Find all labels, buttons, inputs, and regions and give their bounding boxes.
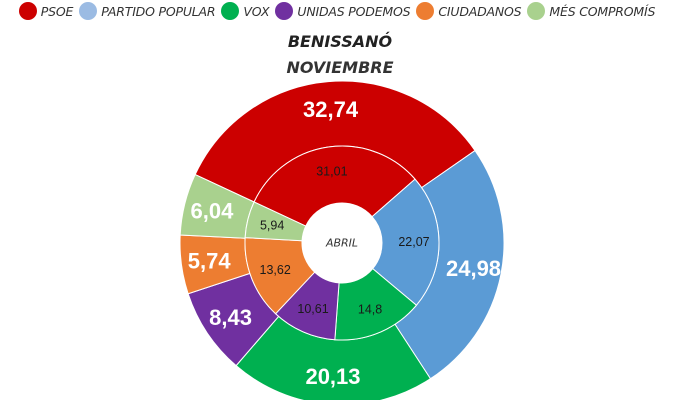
data-label: 31,01 — [316, 165, 347, 179]
data-label: 6,04 — [191, 198, 235, 223]
legend-label: PARTIDO POPULAR — [101, 3, 216, 19]
legend-swatch-icon — [416, 2, 435, 20]
legend-swatch-icon — [18, 2, 37, 20]
data-label: 5,74 — [188, 248, 232, 273]
chart-subtitle: NOVIEMBRE — [286, 58, 394, 77]
legend-item: VOX — [221, 2, 270, 20]
chart-title: BENISSANÓ — [287, 32, 393, 51]
data-label: 10,61 — [297, 302, 328, 316]
legend-label: PSOE — [40, 3, 74, 19]
data-label: 22,07 — [398, 235, 429, 249]
data-label: 13,62 — [260, 263, 291, 277]
legend-item: PARTIDO POPULAR — [79, 2, 216, 20]
data-label: 32,74 — [303, 97, 359, 122]
legend-item: PSOE — [18, 2, 74, 20]
data-label: 24,98 — [446, 256, 501, 281]
data-label: 8,43 — [209, 305, 252, 330]
chart-legend: PSOE PARTIDO POPULAR VOX UNIDAS PODEMOS CIUD… — [0, 0, 680, 22]
legend-item: MÉS COMPROMÍS — [527, 2, 655, 20]
legend-swatch-icon — [275, 2, 294, 20]
data-label: 20,13 — [305, 364, 360, 389]
legend-label: MÉS COMPROMÍS — [549, 3, 656, 19]
legend-swatch-icon — [221, 2, 240, 20]
center-label: ABRIL — [325, 237, 358, 250]
legend-label: VOX — [243, 3, 270, 19]
legend-swatch-icon — [527, 2, 546, 20]
data-label: 14,8 — [358, 302, 382, 316]
center-hole — [302, 203, 382, 283]
legend-item: CIUDADANOS — [416, 2, 522, 20]
legend-label: UNIDAS PODEMOS — [297, 3, 411, 19]
legend-swatch-icon — [79, 2, 98, 20]
legend-item: UNIDAS PODEMOS — [275, 2, 411, 20]
data-label: 5,94 — [260, 218, 284, 232]
legend-label: CIUDADANOS — [438, 3, 522, 19]
